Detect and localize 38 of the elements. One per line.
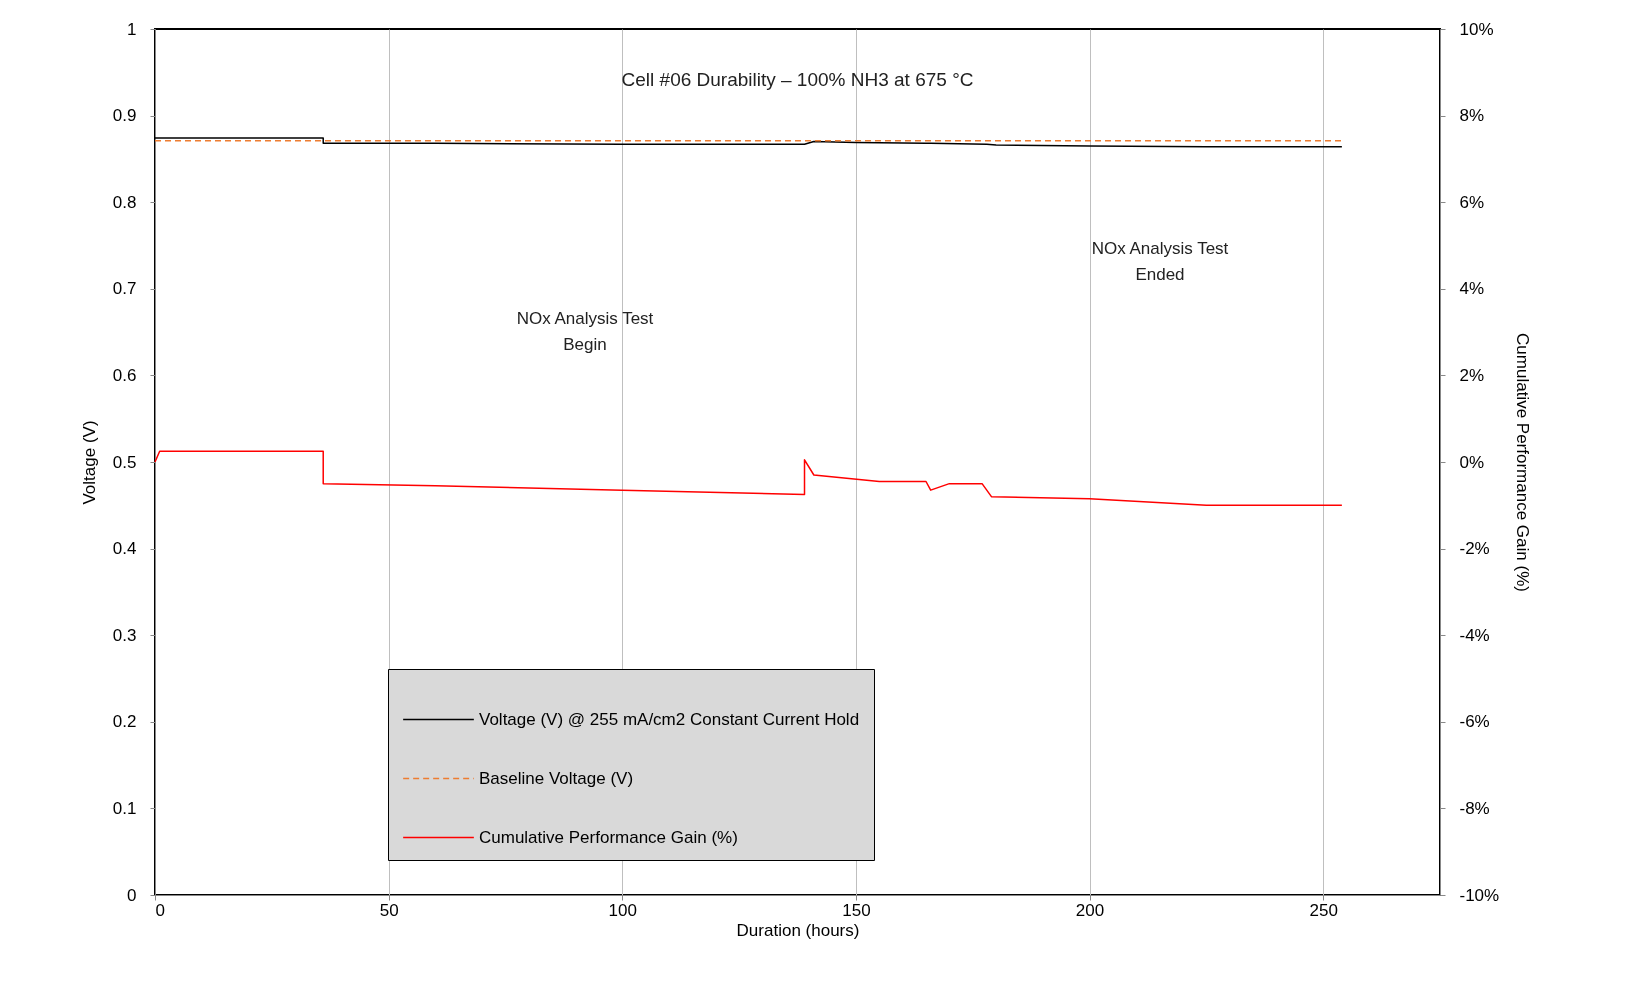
- annotation: NOx Analysis Test Ended: [1091, 239, 1229, 284]
- y-tick-label: 0.8: [112, 192, 137, 212]
- x-tick-label: 100: [608, 900, 637, 920]
- y-axis-title: Voltage (V): [79, 420, 99, 505]
- y-tick-label: 0.2: [112, 712, 137, 732]
- y2-axis-title: Cumulative Performance Gain (%): [1513, 333, 1533, 592]
- x-axis-title: Duration (hours): [736, 920, 860, 940]
- y2-tick-label: -6%: [1459, 712, 1490, 732]
- y2-tick-label: 8%: [1459, 106, 1485, 126]
- y-tick-label: 0.9: [112, 106, 137, 126]
- annotation: NOx Analysis Test Begin: [516, 309, 654, 354]
- y2-tick-label: 0%: [1459, 452, 1485, 472]
- y-tick-label: 0.1: [112, 798, 137, 818]
- y2-tick-label: -4%: [1459, 625, 1490, 645]
- x-tick-label: 0: [155, 900, 165, 920]
- y2-tick-label: 6%: [1459, 192, 1485, 212]
- y2-tick-label: -8%: [1459, 798, 1490, 818]
- x-tick-label: 250: [1309, 900, 1338, 920]
- y2-tick-label: -2%: [1459, 539, 1490, 559]
- legend-label: Cumulative Performance Gain (%): [479, 827, 738, 847]
- x-tick-label: 150: [842, 900, 871, 920]
- y2-tick-label: 4%: [1459, 279, 1485, 299]
- y-tick-label: 1: [127, 19, 137, 39]
- y-tick-label: 0.7: [112, 279, 137, 299]
- y-tick-label: 0.4: [112, 539, 137, 559]
- y2-tick-label: 2%: [1459, 365, 1485, 385]
- y-tick-label: 0.5: [112, 452, 137, 472]
- text: Cell #06 Durability – 100% NH3 at 675 °C: [621, 69, 974, 90]
- y-tick-label: 0.6: [112, 365, 137, 385]
- legend-label: Baseline Voltage (V): [479, 768, 634, 788]
- line-series: [154, 450, 1343, 507]
- y-tick-label: 0.3: [112, 625, 137, 645]
- x-tick-label: 200: [1075, 900, 1105, 920]
- legend-label: Voltage (V) @ 255 mA/cm2 Constant Current Hold: [479, 709, 860, 729]
- x-tick-label: 50: [379, 900, 399, 920]
- y2-tick-label: -10%: [1459, 885, 1500, 905]
- y2-tick-label: 10%: [1459, 19, 1494, 39]
- y-tick-label: 0: [127, 885, 137, 905]
